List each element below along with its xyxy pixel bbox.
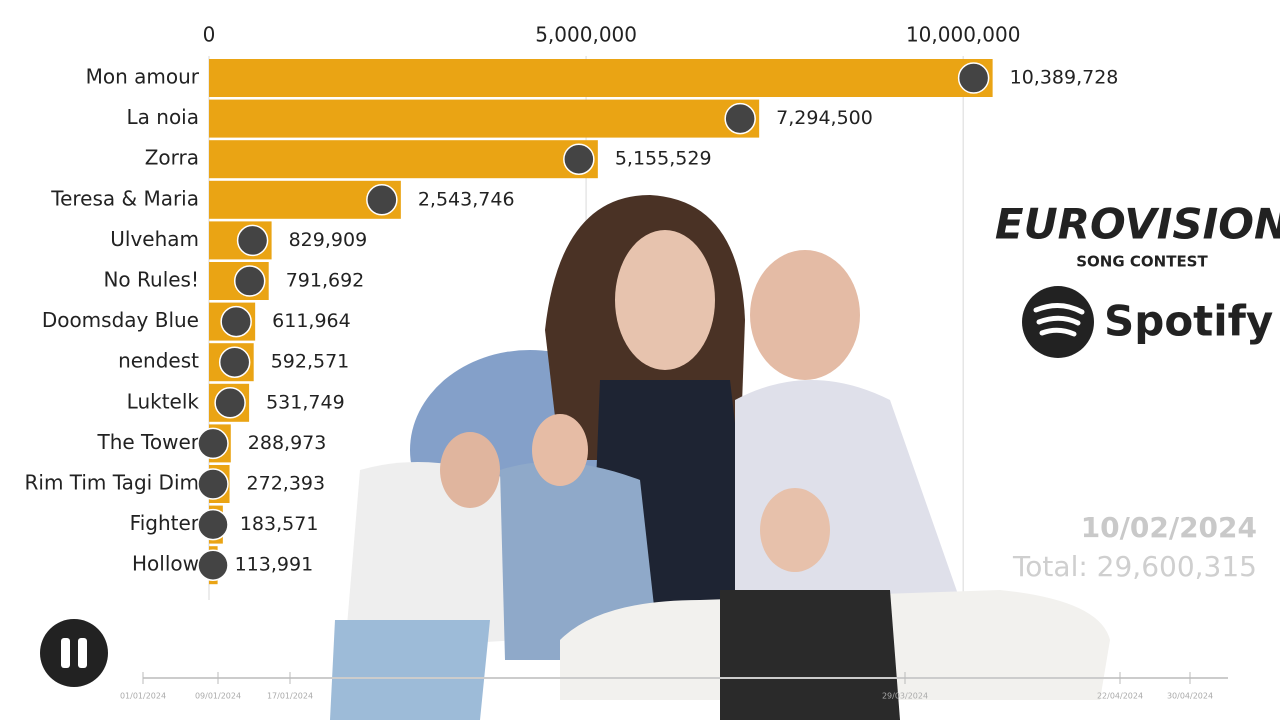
value-label: 10,389,728 — [1010, 67, 1119, 89]
x-tick-label: 10,000,000 — [906, 23, 1021, 47]
category-label: The Tower — [97, 430, 200, 454]
x-tick-label: 5,000,000 — [535, 23, 637, 47]
artist-avatar — [218, 346, 251, 378]
category-label: Mon amour — [86, 65, 200, 89]
category-label: No Rules! — [103, 268, 199, 292]
plot-area: 0 5,000,000 10,000,000 Mon amour 10,389,728 L… — [24, 23, 1118, 585]
value-label: 5,155,529 — [615, 148, 712, 170]
value-label: 829,909 — [289, 229, 368, 251]
category-label: Ulveham — [110, 227, 199, 251]
bar — [209, 59, 993, 97]
value-label: 7,294,500 — [776, 107, 873, 129]
timeline: 01/01/2024 09/01/2024 17/01/2024 29/03/2024… — [120, 672, 1228, 701]
x-tick-label: 0 — [203, 23, 216, 47]
eurovision-title: EUROVISION — [995, 200, 1280, 249]
category-label: Teresa & Maria — [50, 186, 199, 210]
artist-avatar — [563, 143, 595, 175]
artist-avatar — [724, 102, 756, 135]
value-label: 183,571 — [240, 513, 319, 535]
category-label: La noia — [127, 105, 199, 129]
category-label: nendest — [118, 349, 199, 373]
artist-avatar — [197, 427, 229, 460]
category-label: Fighter — [130, 511, 200, 535]
category-label: Rim Tim Tagi Dim — [24, 471, 199, 495]
artist-avatar — [197, 549, 229, 581]
value-label: 113,991 — [235, 554, 314, 576]
pause-button[interactable] — [40, 619, 108, 687]
eurovision-logo: EUROVISION SONG CONTEST — [995, 200, 1280, 271]
total-label: Total: 29,600,315 — [1012, 550, 1257, 583]
category-label: Zorra — [145, 146, 199, 170]
artist-avatar — [957, 62, 990, 94]
artist-avatar — [197, 468, 229, 500]
artist-avatar — [214, 387, 246, 419]
artist-avatar — [220, 305, 252, 338]
value-label: 611,964 — [272, 310, 351, 332]
value-label: 288,973 — [248, 432, 327, 454]
spotify-logo: Spotify — [1022, 286, 1273, 358]
value-label: 2,543,746 — [418, 188, 515, 210]
artist-avatar — [236, 224, 269, 257]
timeline-label: 30/04/2024 — [1167, 692, 1213, 701]
category-label: Luktelk — [127, 389, 200, 413]
value-label: 272,393 — [247, 473, 326, 495]
artist-avatar — [366, 184, 398, 216]
timeline-label: 09/01/2024 — [195, 692, 241, 701]
value-label: 791,692 — [286, 270, 365, 292]
timeline-label: 17/01/2024 — [267, 692, 313, 701]
spotify-wordmark: Spotify — [1104, 297, 1273, 346]
value-label: 592,571 — [271, 351, 350, 373]
song-contest: SONG CONTEST — [1076, 253, 1208, 271]
timeline-label: 29/03/2024 — [882, 692, 928, 701]
timeline-label: 22/04/2024 — [1097, 692, 1143, 701]
artist-avatar — [233, 265, 266, 297]
timeline-label: 01/01/2024 — [120, 692, 166, 701]
bar — [209, 99, 760, 138]
artist-avatar — [197, 508, 229, 541]
bar — [209, 140, 598, 179]
category-label: Doomsday Blue — [42, 308, 199, 332]
category-label: Hollow — [132, 552, 199, 576]
value-label: 531,749 — [266, 391, 345, 413]
artist-photo — [330, 195, 1110, 720]
date-label: 10/02/2024 — [1081, 511, 1257, 544]
